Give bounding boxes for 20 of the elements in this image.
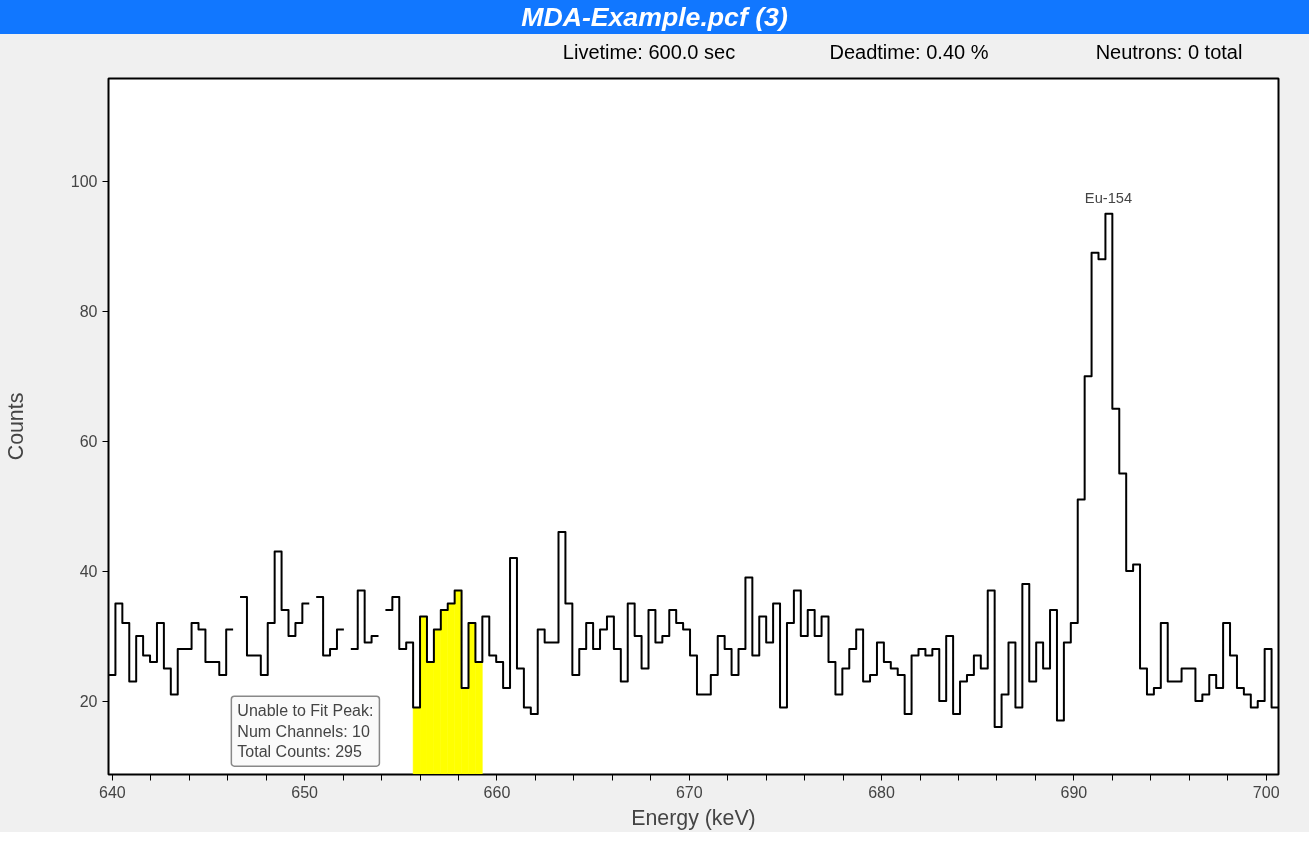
x-tick-label: 680	[868, 783, 896, 801]
y-tick-label: 40	[79, 563, 98, 581]
x-tick-label: 700	[1252, 783, 1280, 801]
chart-title: MDA-Example.pcf (3)	[521, 1, 788, 34]
x-tick-label: 640	[99, 783, 126, 801]
text: Livetime: 600.0 sec	[561, 40, 737, 65]
text: Neutrons: 0 total	[1094, 40, 1244, 65]
x-tick-label: 660	[483, 783, 511, 801]
annotation: Unable to Fit Peak: Num Channels: 10 Total Counts: 295	[237, 702, 374, 761]
y-tick-label: 100	[70, 173, 98, 191]
y-tick-label: 20	[79, 693, 98, 711]
y-tick-label: 60	[79, 433, 98, 451]
x-tick-label: 670	[675, 783, 703, 801]
x-tick-label: 650	[291, 783, 319, 801]
x-axis-title: Energy (keV)	[631, 805, 756, 830]
x-tick-label: 690	[1060, 783, 1088, 801]
y-tick-label: 80	[79, 303, 98, 321]
annotation: Eu-154	[1084, 189, 1133, 206]
y-axis-title: Counts	[3, 392, 28, 461]
text: Deadtime: 0.40 %	[828, 40, 990, 65]
